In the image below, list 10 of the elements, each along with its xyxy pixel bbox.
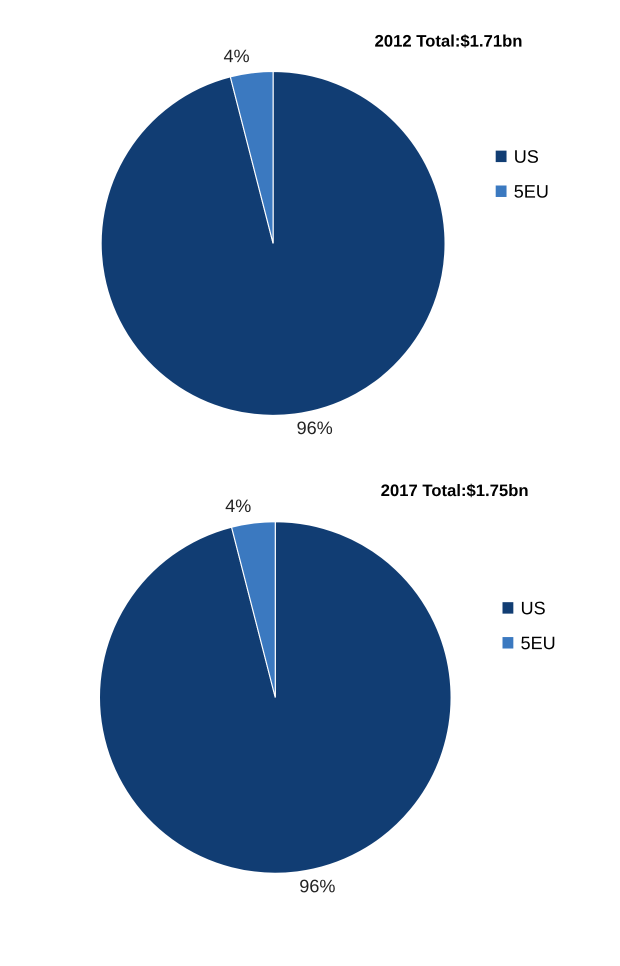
chart-title: 2017 Total:$1.75bn [381, 484, 528, 498]
legend-label: 5EU [521, 636, 554, 650]
data-label: 4% [226, 499, 251, 512]
chart-title: 2012 Total:$1.71bn [375, 34, 522, 48]
legend-label: US [515, 150, 538, 163]
legend-label: US [522, 602, 545, 614]
data-label: 4% [224, 50, 249, 62]
legend-label: 5EU [514, 185, 548, 198]
data-label: 96% [300, 880, 335, 892]
data-label: 96% [297, 421, 332, 434]
